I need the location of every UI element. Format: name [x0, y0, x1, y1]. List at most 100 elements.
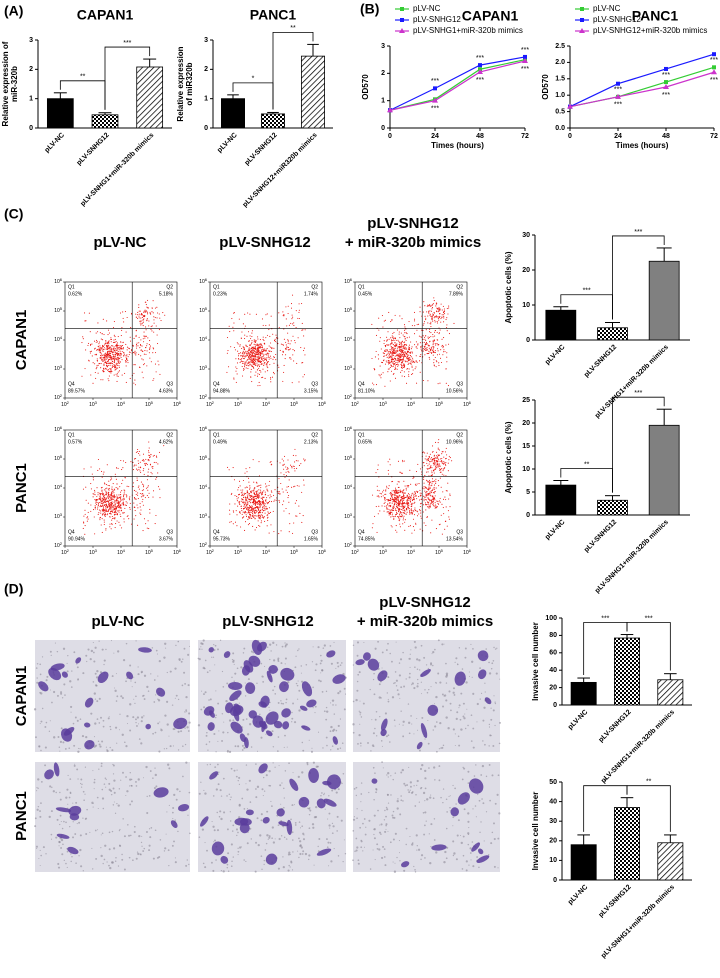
event-dot	[149, 340, 150, 341]
tick-exponent: 2	[67, 548, 70, 553]
pore	[188, 684, 190, 686]
event-dot	[108, 330, 109, 331]
flow-x-tick-label: 104	[262, 400, 271, 408]
event-dot	[443, 316, 444, 317]
event-dot	[246, 516, 247, 517]
event-dot	[257, 357, 258, 358]
x-axis-label: Times (hours)	[431, 141, 484, 150]
event-dot	[263, 358, 264, 359]
event-dot	[252, 496, 253, 497]
event-dot	[262, 506, 263, 507]
event-dot	[405, 360, 406, 361]
event-dot	[134, 380, 135, 381]
event-dot	[111, 363, 112, 364]
event-dot	[258, 354, 259, 355]
event-dot	[248, 361, 249, 362]
event-dot	[255, 361, 256, 362]
event-dot	[89, 313, 90, 314]
event-dot	[154, 462, 155, 463]
event-dot	[143, 489, 144, 490]
event-dot	[398, 490, 399, 491]
pore	[164, 748, 165, 749]
event-dot	[379, 341, 380, 342]
event-dot	[410, 513, 411, 514]
event-dot	[114, 517, 115, 518]
pore	[103, 664, 104, 665]
event-dot	[92, 474, 93, 475]
event-dot	[273, 495, 274, 496]
y-tick-label: 3	[204, 37, 208, 44]
event-dot	[262, 491, 263, 492]
event-dot	[402, 515, 403, 516]
flow-x-tick-label: 102	[61, 400, 70, 408]
pore	[51, 655, 52, 656]
event-dot	[93, 477, 94, 478]
quadrant-name: Q3	[456, 381, 463, 387]
event-dot	[236, 510, 237, 511]
event-dot	[122, 467, 123, 468]
event-dot	[121, 349, 122, 350]
event-dot	[403, 508, 404, 509]
event-dot	[283, 491, 284, 492]
event-dot	[284, 464, 285, 465]
event-dot	[117, 513, 118, 514]
event-dot	[374, 369, 375, 370]
pore	[182, 745, 184, 747]
flow-y-tick-label: 104	[199, 335, 208, 343]
event-dot	[403, 503, 404, 504]
event-dot	[441, 317, 442, 318]
event-dot	[258, 513, 259, 514]
event-dot	[430, 332, 431, 333]
event-dot	[444, 497, 445, 498]
quadrant-percent: 3.67%	[159, 536, 174, 542]
event-dot	[296, 460, 297, 461]
event-dot	[120, 342, 121, 343]
event-dot	[249, 487, 250, 488]
event-dot	[238, 355, 239, 356]
event-dot	[142, 530, 143, 531]
event-dot	[145, 459, 146, 460]
event-dot	[388, 361, 389, 362]
event-dot	[141, 358, 142, 359]
event-dot	[293, 455, 294, 456]
event-dot	[249, 501, 250, 502]
flow-y-tick-label: 106	[54, 425, 63, 433]
event-dot	[108, 345, 109, 346]
event-dot	[143, 312, 144, 313]
pore	[38, 745, 40, 747]
event-dot	[441, 339, 442, 340]
event-dot	[447, 526, 448, 527]
event-dot	[259, 493, 260, 494]
pore	[40, 692, 42, 694]
event-dot	[249, 499, 250, 500]
pore	[69, 680, 71, 682]
event-dot	[260, 361, 261, 362]
event-dot	[432, 445, 433, 446]
event-dot	[431, 347, 432, 348]
event-dot	[282, 354, 283, 355]
pore	[85, 655, 87, 657]
event-dot	[408, 503, 409, 504]
event-dot	[424, 346, 425, 347]
event-dot	[439, 332, 440, 333]
event-dot	[433, 351, 434, 352]
event-dot	[431, 491, 432, 492]
event-dot	[127, 349, 128, 350]
event-dot	[419, 311, 420, 312]
event-dot	[153, 312, 154, 313]
event-dot	[123, 321, 124, 322]
event-dot	[139, 337, 140, 338]
event-dot	[425, 525, 426, 526]
event-dot	[282, 381, 283, 382]
event-dot	[409, 510, 410, 511]
event-dot	[250, 510, 251, 511]
event-dot	[447, 313, 448, 314]
event-dot	[440, 349, 441, 350]
event-dot	[142, 323, 143, 324]
event-dot	[292, 349, 293, 350]
legend-label: pLV-SNHG12	[413, 15, 461, 24]
event-dot	[147, 350, 148, 351]
event-dot	[263, 518, 264, 519]
significance-label: ***	[123, 40, 131, 47]
event-dot	[422, 330, 423, 331]
